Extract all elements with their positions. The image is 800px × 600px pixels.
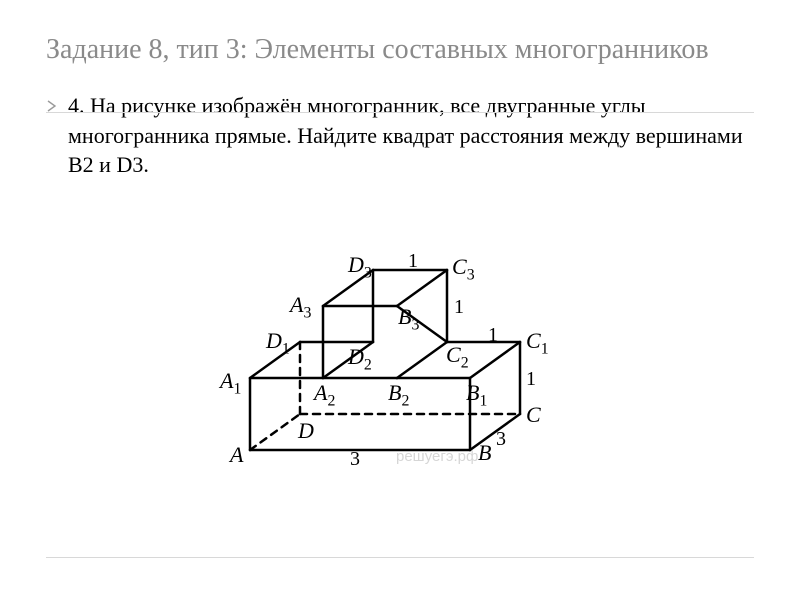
slide-title: Задание 8, тип 3: Элементы составных мно… — [46, 32, 754, 67]
vertex-label-B2: B2 — [388, 380, 409, 410]
vertex-label-D1: D1 — [266, 328, 290, 358]
vertex-label-D2: D2 — [348, 344, 372, 374]
edge-dim-1: 3 — [496, 428, 506, 451]
vertex-label-B: B — [478, 440, 491, 466]
title-rule — [46, 112, 754, 113]
vertex-label-A: A — [230, 442, 243, 468]
bullet — [46, 91, 68, 180]
edge-dim-4: 1 — [454, 296, 464, 319]
vertex-label-B1: B1 — [466, 380, 487, 410]
vertex-label-A2: A2 — [314, 380, 335, 410]
vertex-label-D3: D3 — [348, 252, 372, 282]
vertex-label-A3: A3 — [290, 292, 311, 322]
footer-rule — [46, 557, 754, 558]
edge-dim-3: 1 — [488, 324, 498, 347]
vertex-label-D: D — [298, 418, 314, 444]
polyhedron-figure: решуегэ.рф A B C D A1 B1 C1 D1 A2 B2 C2 D2 A3 B3 C3 D3 3… — [190, 200, 610, 470]
figure-wrap: решуегэ.рф A B C D A1 B1 C1 D1 A2 B2 C2 D2 A3 B3 C3 D3 3… — [46, 200, 754, 470]
edge-dim-0: 3 — [350, 448, 360, 471]
vertex-label-C1: C1 — [526, 328, 549, 358]
watermark: решуегэ.рф — [396, 448, 478, 465]
vertex-label-B3: B3 — [398, 304, 419, 334]
edge-dim-2: 1 — [526, 368, 536, 391]
vertex-label-C: C — [526, 402, 541, 428]
vertex-label-A1: A1 — [220, 368, 241, 398]
vertex-label-C2: C2 — [446, 342, 469, 372]
problem-text: 4. На рисунке изображён многогранник, вс… — [68, 91, 754, 180]
edge-dim-5: 1 — [408, 250, 418, 273]
vertex-label-C3: C3 — [452, 254, 475, 284]
body-block: 4. На рисунке изображён многогранник, вс… — [46, 91, 754, 180]
